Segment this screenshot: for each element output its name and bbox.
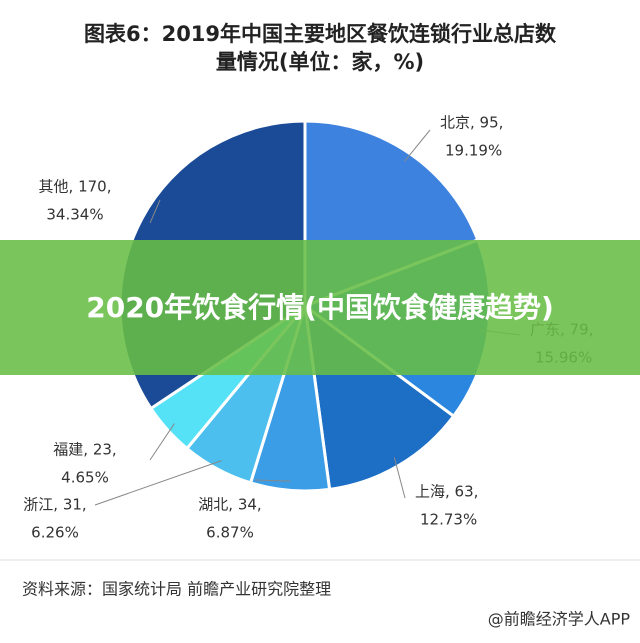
banner-text: 2020年饮食行情(中国饮食健康趋势) [86,290,554,324]
leader-line [254,479,291,482]
source: 资料来源：国家统计局 前瞻产业研究院整理 [22,580,331,599]
slice-value-label: 4.65% [61,469,109,487]
slice-label: 上海, 63, [415,483,478,501]
leader-line [404,129,431,162]
slice-value-label: 12.73% [420,511,477,529]
slice-value-label: 6.87% [206,524,254,542]
banner: 2020年饮食行情(中国饮食健康趋势) [0,240,640,375]
slice-value-label: 6.26% [31,524,79,542]
leader-line [149,199,161,224]
chart-title: 量情况(单位：家，%) [216,50,424,74]
slice-label: 福建, 23, [53,441,116,459]
slice-value-label: 34.34% [46,206,103,224]
slice-label: 其他, 170, [39,178,112,196]
credit: @前瞻经济学人APP [488,610,631,629]
slice-label: 湖北, 34, [198,496,261,514]
slice-label: 北京, 95, [440,114,503,132]
leader-line [149,423,175,461]
chart-title: 图表6：2019年中国主要地区餐饮连锁行业总店数 [84,22,557,46]
leader-line [393,457,406,499]
slice-value-label: 19.19% [445,142,502,160]
leader-line [94,460,222,506]
slice-label: 浙江, 31, [23,496,86,514]
